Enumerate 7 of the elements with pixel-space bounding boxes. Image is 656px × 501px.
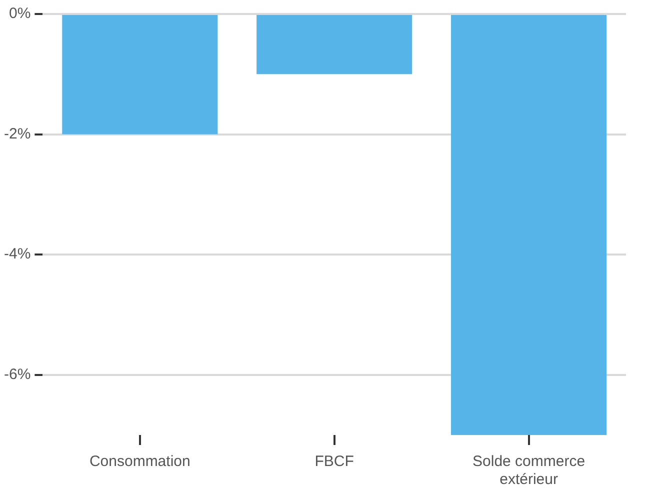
x-tick-label: Consommation: [89, 453, 190, 470]
x-tick-label: Solde commerce extérieur: [472, 453, 586, 488]
y-tick-label: 0%: [8, 5, 31, 22]
y-tick-label: -2%: [4, 125, 31, 142]
y-tick-label: -4%: [4, 246, 31, 263]
x-tick-label: FBCF: [314, 453, 354, 470]
y-tick-label: -6%: [4, 366, 31, 383]
